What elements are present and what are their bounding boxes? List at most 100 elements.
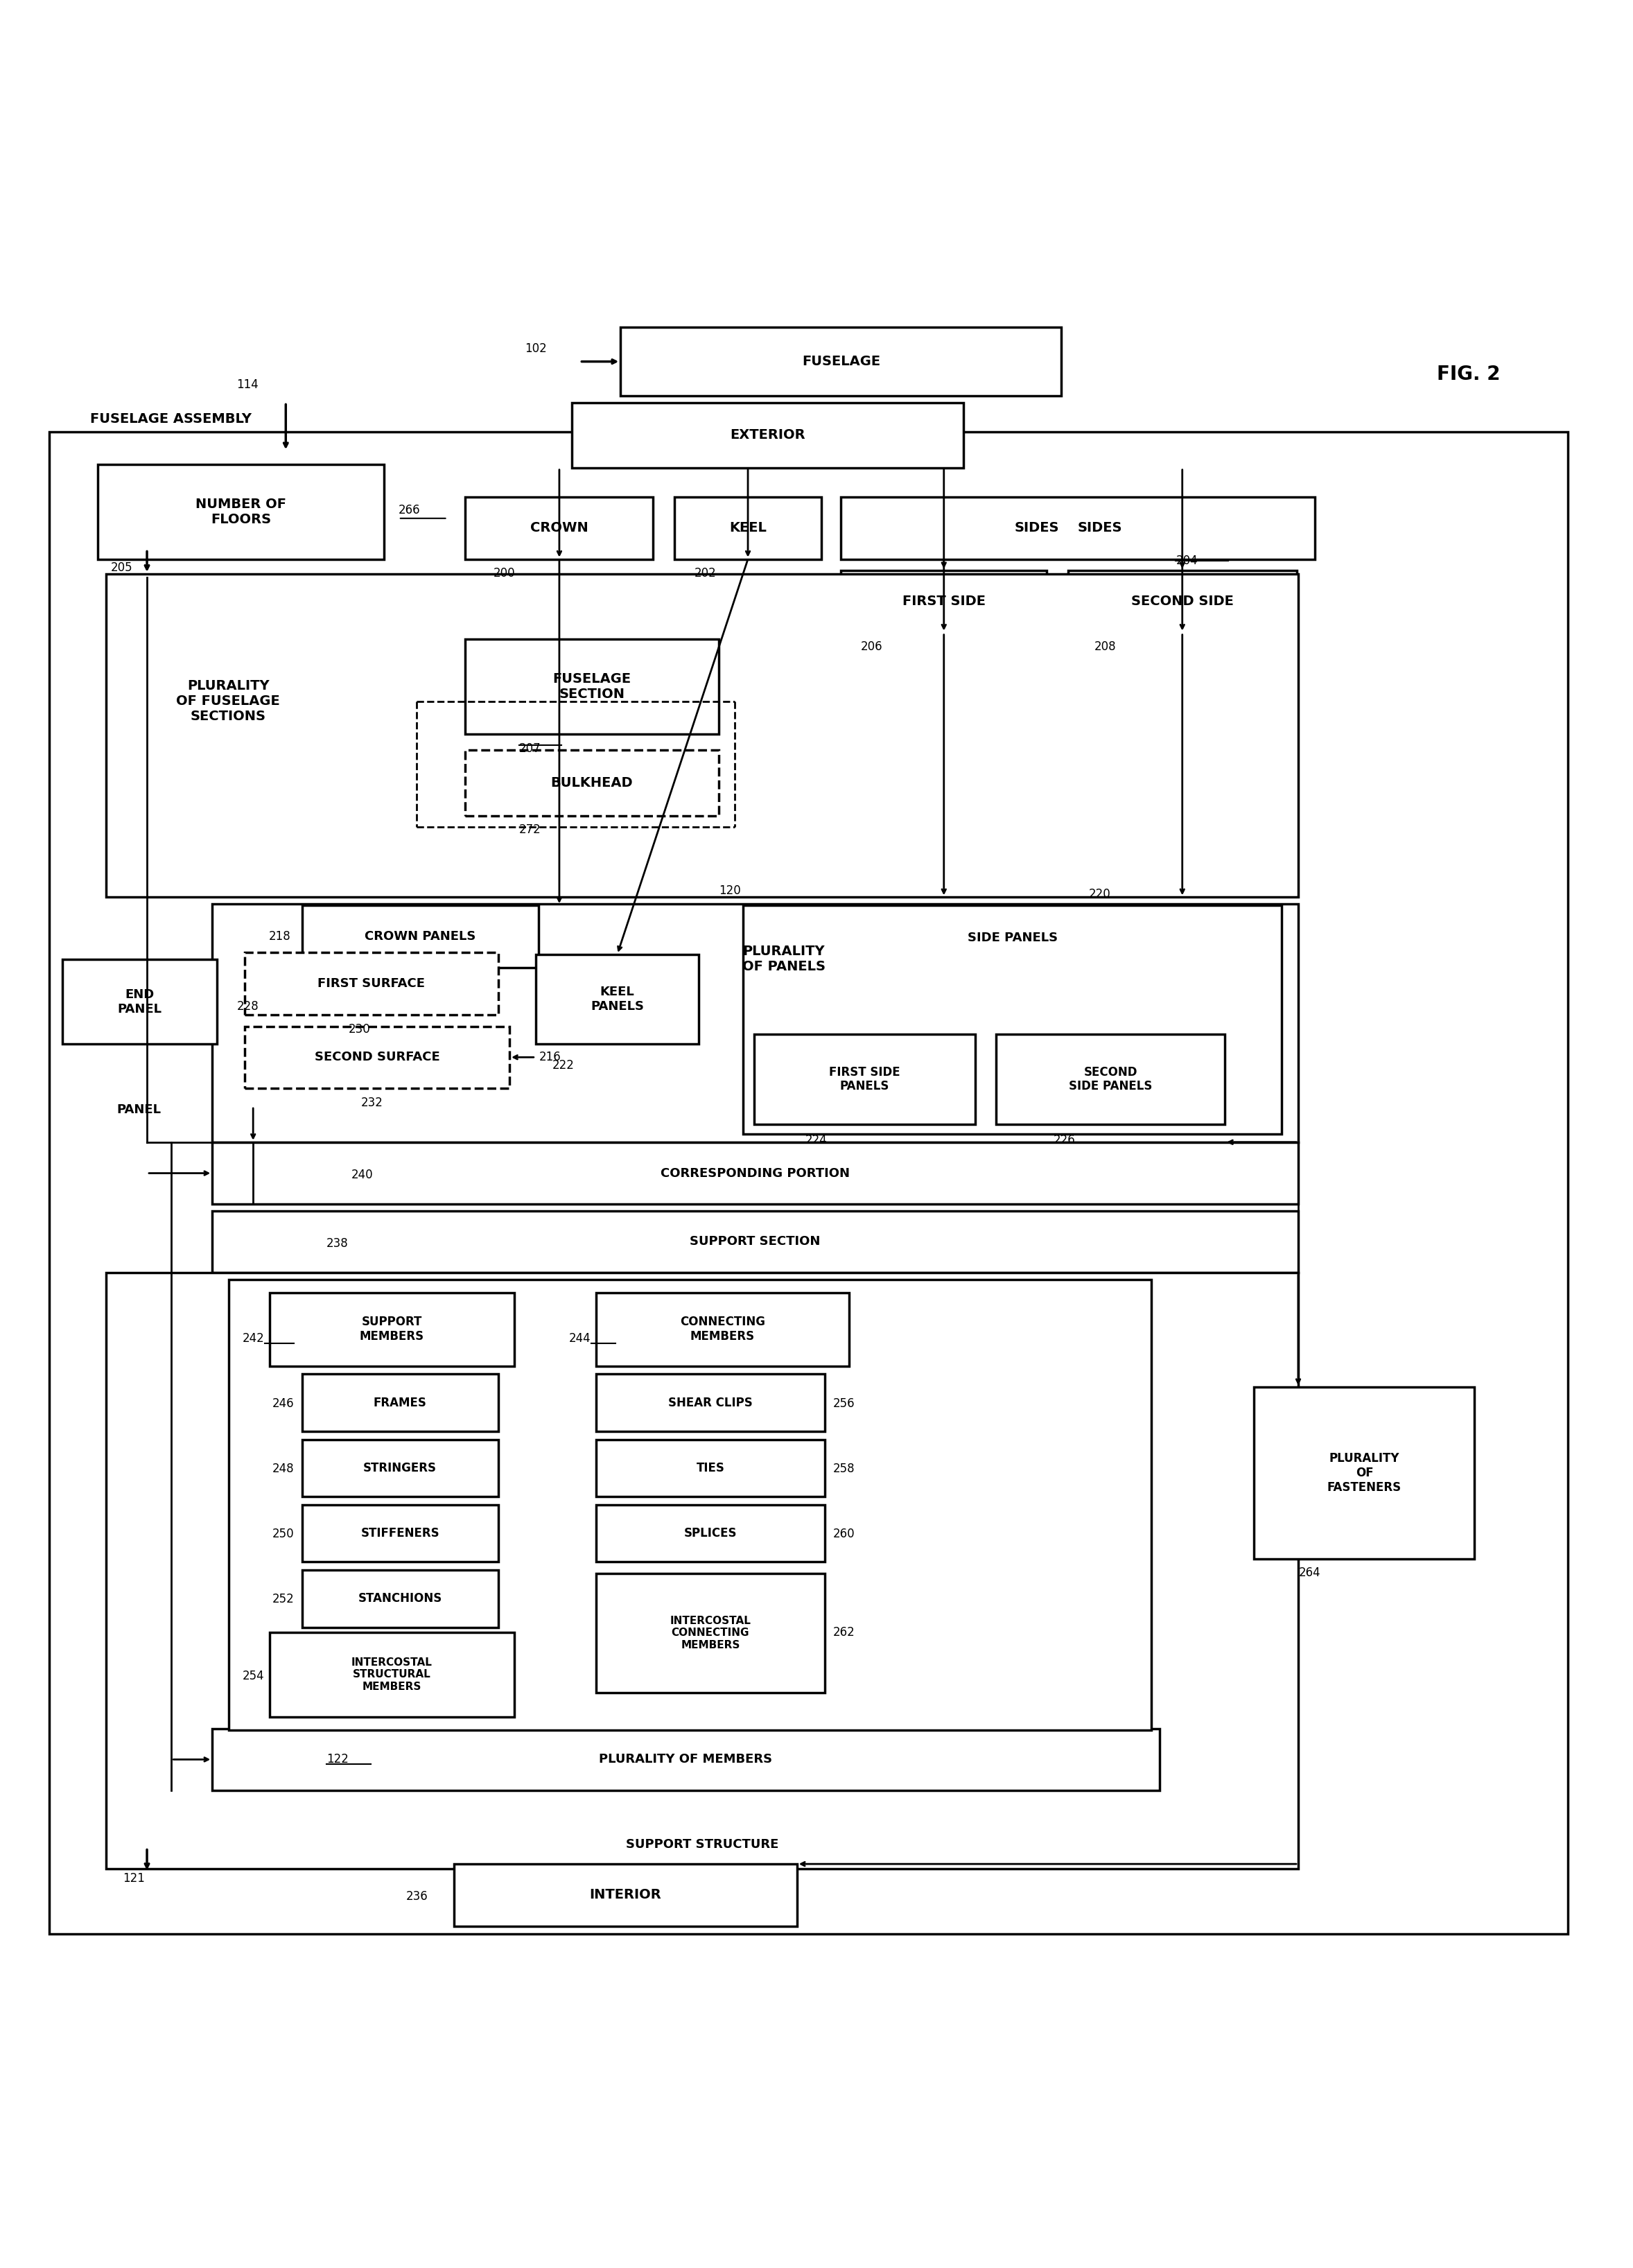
FancyBboxPatch shape [245,1025,509,1089]
Text: INTERCOSTAL
CONNECTING
MEMBERS: INTERCOSTAL CONNECTING MEMBERS [670,1615,751,1651]
Text: 206: 206 [861,642,882,653]
FancyBboxPatch shape [572,401,963,467]
Text: STIFFENERS: STIFFENERS [361,1526,439,1540]
FancyBboxPatch shape [743,905,1282,1134]
Text: 240: 240 [351,1168,372,1182]
FancyBboxPatch shape [621,327,1061,397]
Text: 228: 228 [237,1000,258,1014]
FancyBboxPatch shape [465,497,653,560]
Text: 205: 205 [111,562,132,574]
Text: SIDES: SIDES [1078,522,1122,535]
Text: SECOND SIDE: SECOND SIDE [1132,594,1233,608]
Text: SUPPORT
MEMBERS: SUPPORT MEMBERS [359,1315,425,1343]
Text: 260: 260 [833,1529,854,1540]
Text: SUPPORT SECTION: SUPPORT SECTION [691,1236,820,1247]
Text: 208: 208 [1094,642,1115,653]
Text: CROWN: CROWN [531,522,588,535]
Text: 120: 120 [719,885,740,898]
Text: 236: 236 [407,1892,428,1903]
Text: KEEL
PANELS: KEEL PANELS [591,987,643,1014]
FancyBboxPatch shape [106,1272,1298,1869]
Text: 232: 232 [361,1095,384,1109]
FancyBboxPatch shape [49,431,1568,1935]
Text: FIRST SIDE: FIRST SIDE [903,594,985,608]
Text: 230: 230 [349,1023,371,1036]
Text: 220: 220 [1089,889,1110,900]
Text: 216: 216 [539,1050,560,1064]
FancyBboxPatch shape [596,1374,825,1431]
Text: SPLICES: SPLICES [684,1526,736,1540]
Text: 250: 250 [273,1529,294,1540]
Text: CONNECTING
MEMBERS: CONNECTING MEMBERS [679,1315,766,1343]
Text: TIES: TIES [696,1461,725,1474]
Text: 200: 200 [493,567,514,581]
FancyBboxPatch shape [1068,572,1297,633]
Text: 204: 204 [1176,553,1197,567]
FancyBboxPatch shape [465,640,719,735]
FancyBboxPatch shape [596,1574,825,1692]
FancyBboxPatch shape [62,959,217,1043]
FancyBboxPatch shape [269,1633,514,1717]
Text: 114: 114 [237,379,258,390]
Text: 256: 256 [833,1397,854,1411]
Text: PLURALITY
OF FUSELAGE
SECTIONS: PLURALITY OF FUSELAGE SECTIONS [176,680,281,723]
Text: 202: 202 [694,567,715,581]
Text: 238: 238 [327,1236,348,1250]
Text: PLURALITY
OF PANELS: PLURALITY OF PANELS [743,946,825,973]
FancyBboxPatch shape [536,955,699,1043]
FancyBboxPatch shape [996,1034,1225,1125]
Text: PLURALITY
OF
FASTENERS: PLURALITY OF FASTENERS [1328,1452,1401,1495]
Text: 242: 242 [243,1331,265,1345]
FancyBboxPatch shape [841,572,1047,633]
FancyBboxPatch shape [454,1864,797,1926]
Text: CROWN PANELS: CROWN PANELS [364,930,477,943]
Text: END
PANEL: END PANEL [118,989,162,1016]
Text: 207: 207 [519,742,541,755]
Text: SECOND SURFACE: SECOND SURFACE [315,1050,439,1064]
FancyBboxPatch shape [302,905,539,968]
Text: SECOND
SIDE PANELS: SECOND SIDE PANELS [1068,1066,1153,1093]
FancyBboxPatch shape [245,953,498,1014]
FancyBboxPatch shape [841,497,1315,560]
FancyBboxPatch shape [596,1504,825,1563]
FancyBboxPatch shape [1254,1388,1475,1558]
FancyBboxPatch shape [302,1374,498,1431]
Text: 222: 222 [552,1059,575,1070]
Text: STANCHIONS: STANCHIONS [358,1592,443,1606]
Text: FIRST SIDE
PANELS: FIRST SIDE PANELS [830,1066,900,1093]
Text: FRAMES: FRAMES [374,1397,426,1408]
FancyBboxPatch shape [229,1279,1151,1730]
Text: KEEL: KEEL [730,522,766,535]
Text: 102: 102 [526,342,547,356]
Text: 264: 264 [1298,1567,1321,1579]
Text: NUMBER OF
FLOORS: NUMBER OF FLOORS [196,497,286,526]
Text: 224: 224 [805,1134,828,1148]
Text: 258: 258 [833,1463,854,1474]
FancyBboxPatch shape [596,1440,825,1497]
Text: 272: 272 [519,823,541,837]
FancyBboxPatch shape [269,1293,514,1365]
Text: 266: 266 [398,503,420,517]
Text: 122: 122 [327,1753,349,1767]
Text: FUSELAGE
SECTION: FUSELAGE SECTION [552,671,632,701]
Text: SIDE PANELS: SIDE PANELS [967,932,1058,943]
Text: FUSELAGE ASSEMBLY: FUSELAGE ASSEMBLY [90,413,251,426]
Text: FIRST SURFACE: FIRST SURFACE [318,978,425,991]
FancyBboxPatch shape [302,1504,498,1563]
FancyBboxPatch shape [98,465,384,560]
Text: BULKHEAD: BULKHEAD [550,776,634,789]
FancyBboxPatch shape [212,1728,1159,1789]
Text: STRINGERS: STRINGERS [364,1461,436,1474]
FancyBboxPatch shape [212,1211,1298,1272]
Text: FUSELAGE: FUSELAGE [802,356,880,367]
FancyBboxPatch shape [465,751,719,816]
Text: 248: 248 [273,1463,294,1474]
Text: INTERIOR: INTERIOR [590,1889,661,1901]
FancyBboxPatch shape [754,1034,975,1125]
FancyBboxPatch shape [212,903,1298,1143]
Text: 244: 244 [570,1331,591,1345]
Text: 254: 254 [243,1669,265,1683]
Text: 218: 218 [269,930,291,943]
FancyBboxPatch shape [302,1569,498,1626]
FancyBboxPatch shape [212,1143,1298,1204]
